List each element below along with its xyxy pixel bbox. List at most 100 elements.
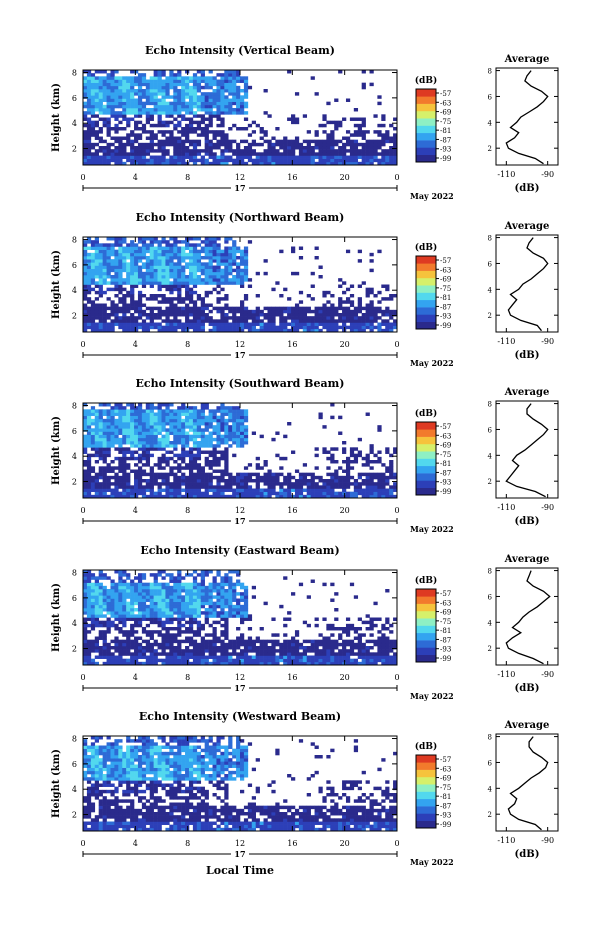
heatmap-cell <box>192 652 198 656</box>
heatmap-cell <box>283 287 288 292</box>
heatmap-cell <box>106 256 111 260</box>
heatmap-cell <box>122 482 127 486</box>
heatmap-cell <box>200 79 205 83</box>
heatmap-cell <box>134 89 139 93</box>
heatmap-cell <box>345 249 351 254</box>
heatmap-cell <box>102 655 107 659</box>
heatmap-cell <box>212 475 217 480</box>
heatmap-cell <box>141 89 147 93</box>
heatmap-cell <box>342 313 347 317</box>
heatmap-cell <box>236 111 241 115</box>
heatmap-cell <box>302 316 308 320</box>
heatmap-cell <box>141 76 147 80</box>
heatmap-cell <box>141 601 147 606</box>
heatmap-cell <box>236 494 241 499</box>
x-tick-label: 0 <box>80 173 85 182</box>
heatmap-cell <box>94 482 99 486</box>
heatmap-cell <box>353 146 359 150</box>
heatmap-cell <box>118 460 123 464</box>
heatmap-cell <box>122 428 127 432</box>
heatmap-cell <box>141 425 147 429</box>
heatmap-cell <box>188 630 194 634</box>
heatmap-cell <box>314 92 319 96</box>
heatmap-cell <box>126 601 131 606</box>
colorbar-swatch <box>416 256 436 264</box>
heatmap-cell <box>149 608 154 612</box>
heatmap-cell <box>98 246 103 250</box>
heatmap-cell <box>369 488 374 492</box>
heatmap-cell <box>173 485 178 489</box>
heatmap-cell <box>353 149 359 153</box>
heatmap-cell <box>122 127 127 131</box>
heatmap-cell <box>326 325 331 330</box>
heatmap-cell <box>208 415 213 420</box>
heatmap-cell <box>298 475 304 480</box>
heatmap-cell <box>98 598 103 602</box>
heatmap-cell <box>137 85 143 90</box>
heatmap-cell <box>102 98 107 102</box>
heatmap-cell <box>134 434 139 439</box>
heatmap-cell <box>224 431 229 435</box>
heatmap-cell <box>177 146 182 150</box>
heatmap-cell <box>126 494 131 499</box>
heatmap-cell <box>208 265 213 269</box>
heatmap-cell <box>196 627 202 631</box>
heatmap-cell <box>279 142 284 147</box>
heatmap-cell <box>185 306 190 311</box>
heatmap-cell <box>259 313 264 317</box>
heatmap-cell <box>196 294 202 298</box>
heatmap-cell <box>102 123 107 128</box>
heatmap-cell <box>94 437 99 442</box>
heatmap-cell <box>141 322 147 326</box>
heatmap-cell <box>161 319 166 323</box>
heatmap-cell <box>228 98 233 102</box>
heatmap-cell <box>110 482 115 486</box>
heatmap-cell <box>118 482 123 486</box>
heatmap-cell <box>181 585 186 590</box>
heatmap-cell <box>177 437 182 442</box>
heatmap-cell <box>322 114 327 118</box>
heatmap-cell <box>118 437 123 442</box>
heatmap-cell <box>94 617 99 621</box>
colorbar-swatch <box>416 321 436 330</box>
heatmap-cell <box>236 306 241 311</box>
heatmap-cell <box>153 98 158 102</box>
heatmap-cell <box>114 592 119 596</box>
heatmap-cell <box>98 604 103 609</box>
heatmap-cell <box>240 152 245 156</box>
heatmap-cell <box>322 158 327 163</box>
heatmap-cell <box>165 460 170 464</box>
heatmap-cell <box>149 636 154 640</box>
heatmap-cell <box>149 142 154 147</box>
heatmap-cell <box>196 281 202 285</box>
heatmap-cell <box>381 139 386 144</box>
heatmap-cell <box>165 240 170 244</box>
heatmap-cell <box>169 403 174 407</box>
heatmap-cell <box>122 278 127 282</box>
heatmap-cell <box>149 444 154 448</box>
heatmap-cell <box>232 491 237 496</box>
heatmap-cell <box>279 306 284 311</box>
heatmap-cell <box>161 161 166 166</box>
heatmap-cell <box>216 450 221 454</box>
heatmap-cell <box>83 649 88 653</box>
heatmap-cell <box>83 328 88 333</box>
heatmap-cell <box>90 608 96 612</box>
heatmap-cell <box>126 431 131 435</box>
heatmap-cell <box>185 149 190 153</box>
heatmap-cell <box>310 475 315 480</box>
heatmap-cell <box>149 89 154 93</box>
heatmap-cell <box>157 104 162 109</box>
heatmap-cell <box>83 409 88 413</box>
heatmap-cell <box>177 482 182 486</box>
heatmap-cell <box>122 249 127 254</box>
heatmap-cell <box>153 582 158 587</box>
heatmap-cell <box>228 259 233 263</box>
colorbar-swatch <box>416 299 436 308</box>
heatmap-cell <box>134 271 139 276</box>
heatmap-cell <box>130 133 135 137</box>
heatmap-cell <box>220 319 225 323</box>
heatmap-cell <box>181 409 186 413</box>
heatmap-cell <box>361 488 366 492</box>
heatmap-cell <box>267 494 272 499</box>
